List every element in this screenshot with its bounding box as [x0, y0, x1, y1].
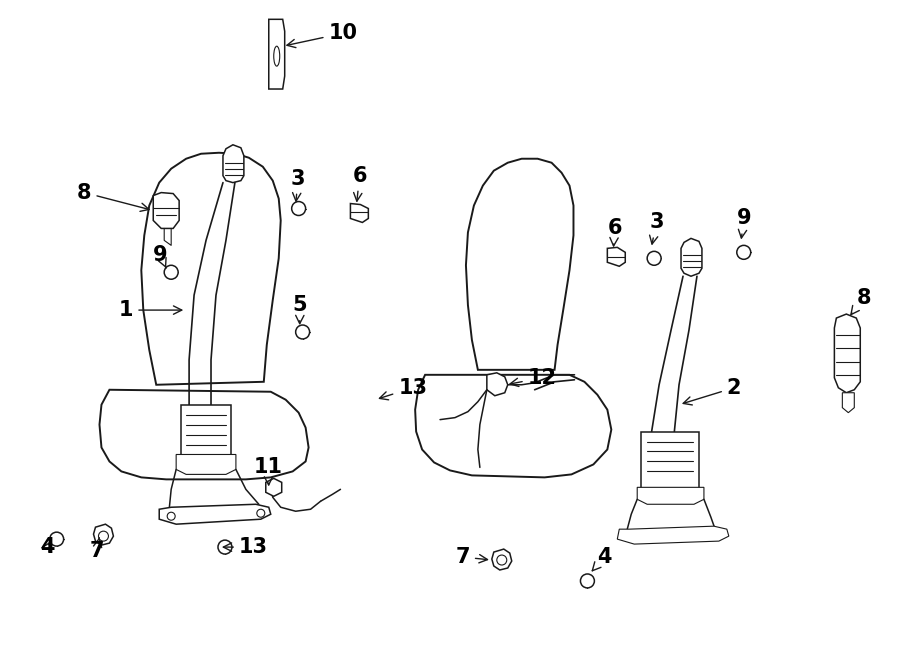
- Polygon shape: [491, 549, 512, 570]
- Text: 11: 11: [254, 457, 283, 485]
- Text: 8: 8: [850, 288, 871, 315]
- Polygon shape: [466, 159, 573, 370]
- Text: 8: 8: [77, 182, 149, 212]
- Text: 7: 7: [455, 547, 488, 567]
- Polygon shape: [94, 524, 113, 545]
- Text: 4: 4: [592, 547, 612, 571]
- Text: 3: 3: [291, 169, 305, 201]
- Text: 10: 10: [287, 23, 357, 48]
- Text: 9: 9: [153, 245, 168, 268]
- Polygon shape: [834, 314, 860, 393]
- Polygon shape: [176, 455, 236, 475]
- Text: 5: 5: [292, 295, 307, 324]
- Polygon shape: [181, 405, 231, 459]
- Polygon shape: [415, 375, 611, 477]
- Circle shape: [296, 325, 310, 339]
- Polygon shape: [100, 390, 309, 479]
- Circle shape: [497, 555, 507, 565]
- Polygon shape: [681, 239, 702, 276]
- Text: 7: 7: [89, 538, 104, 561]
- Polygon shape: [842, 393, 854, 412]
- Polygon shape: [269, 19, 284, 89]
- Polygon shape: [141, 153, 281, 385]
- Circle shape: [580, 574, 594, 588]
- Circle shape: [737, 245, 751, 259]
- Text: 13: 13: [380, 377, 428, 400]
- Polygon shape: [641, 432, 699, 489]
- Polygon shape: [350, 204, 368, 223]
- Circle shape: [218, 540, 232, 554]
- Text: 4: 4: [40, 537, 54, 557]
- Circle shape: [292, 202, 306, 215]
- Circle shape: [164, 265, 178, 279]
- Polygon shape: [153, 192, 179, 229]
- Polygon shape: [223, 145, 244, 182]
- Polygon shape: [617, 526, 729, 544]
- Polygon shape: [159, 504, 271, 524]
- Polygon shape: [487, 373, 508, 396]
- Text: 13: 13: [223, 537, 268, 557]
- Text: 3: 3: [649, 212, 663, 244]
- Text: 1: 1: [119, 300, 182, 320]
- Text: 6: 6: [608, 218, 622, 246]
- Polygon shape: [266, 479, 282, 496]
- Circle shape: [50, 532, 64, 546]
- Text: 2: 2: [683, 377, 742, 405]
- Circle shape: [256, 509, 265, 517]
- Polygon shape: [637, 487, 704, 504]
- Circle shape: [647, 251, 662, 265]
- Text: 12: 12: [510, 368, 557, 388]
- Text: 9: 9: [737, 208, 751, 238]
- Ellipse shape: [274, 46, 280, 66]
- Circle shape: [167, 512, 176, 520]
- Text: 6: 6: [353, 166, 367, 201]
- Circle shape: [98, 531, 108, 541]
- Polygon shape: [608, 247, 625, 266]
